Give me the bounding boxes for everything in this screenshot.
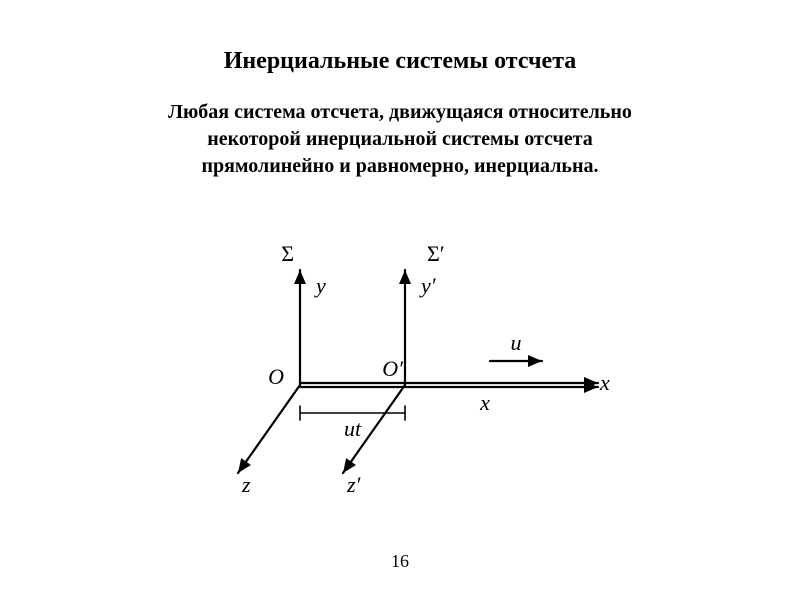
subtitle-line-3: прямолинейно и равномерно, инерциальна. (201, 155, 598, 177)
svg-text:Σ: Σ (281, 241, 294, 266)
page-title: Инерциальные системы отсчета (0, 0, 800, 75)
svg-text:z′: z′ (346, 472, 362, 495)
svg-text:Σ′: Σ′ (427, 241, 445, 266)
reference-frames-diagram: x x′ Σy z O Σ′ y′ z′ O′ u ut (190, 235, 610, 500)
subtitle-line-1: Любая система отсчета, движущаяся относи… (168, 101, 632, 123)
page-root: Инерциальные системы отсчета Любая систе… (0, 0, 800, 600)
svg-text:x′: x′ (599, 370, 610, 395)
diagram-svg: x x′ Σy z O Σ′ y′ z′ O′ u ut (190, 235, 610, 495)
svg-text:ut: ut (344, 416, 362, 441)
svg-text:y: y (314, 273, 326, 298)
page-number: 16 (391, 551, 409, 572)
subtitle-line-2: некоторой инерциальной системы отсчета (207, 128, 592, 150)
svg-text:u: u (511, 330, 522, 355)
page-subtitle: Любая система отсчета, движущаяся относи… (60, 99, 740, 180)
svg-text:z: z (241, 472, 251, 495)
svg-text:O′: O′ (382, 356, 404, 381)
svg-text:x: x (479, 390, 490, 415)
svg-text:O: O (268, 364, 284, 389)
svg-text:y′: y′ (419, 273, 437, 298)
